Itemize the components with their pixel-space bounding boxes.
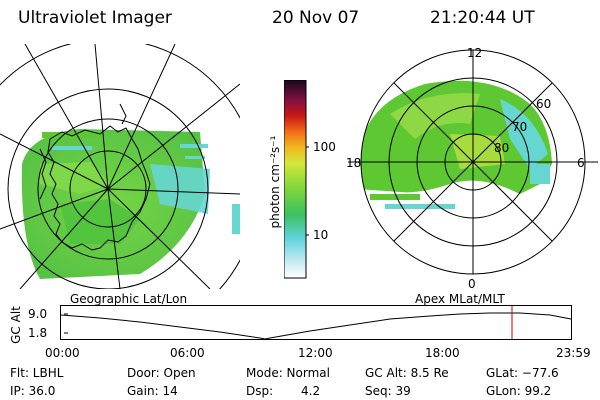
mlt-label-12: 12	[467, 46, 483, 60]
aurora-oval	[530, 164, 550, 184]
mlt-label-18: 18	[346, 156, 362, 170]
mlat-label-80: 80	[494, 141, 510, 155]
meridian-line	[107, 188, 211, 289]
mlat-label-70: 70	[512, 120, 528, 134]
info-glat: GLat: −77.6	[486, 366, 559, 380]
aurora-oval	[500, 99, 548, 169]
altitude-ytick-min: 1.8	[28, 326, 48, 340]
aurora-emission-region	[150, 164, 210, 214]
colorbar-tick-10: 10	[313, 228, 329, 242]
time-label: 21:20:44 UT	[430, 8, 535, 28]
colorbar-unit-label: photon cm⁻²s⁻¹	[268, 135, 282, 229]
coastline	[39, 103, 127, 200]
colorbar-tick-100: 100	[313, 140, 336, 154]
altitude-plot	[60, 305, 572, 340]
aurora-emission-region	[185, 156, 205, 159]
aurora-emission-region	[40, 162, 110, 194]
info-dsp-label: Dsp:	[246, 384, 274, 398]
coastline	[47, 125, 151, 251]
latitude-circle	[37, 118, 179, 260]
altitude-xtick-1800: 18:00	[425, 346, 460, 360]
info-seq: Seq: 39	[365, 384, 411, 398]
altitude-ylabel: GC Alt	[9, 306, 23, 344]
latitude-circle	[7, 88, 209, 289]
mlt-label-6: 6	[577, 156, 585, 170]
info-dsp-value: 4.2	[301, 384, 321, 398]
info-filter: Flt: LBHL	[10, 366, 64, 380]
info-glon: GLon: 99.2	[486, 384, 552, 398]
meridian-line	[107, 44, 176, 190]
meridian-line	[94, 44, 109, 190]
meridian-line	[24, 44, 109, 190]
aurora-emission-region	[52, 146, 92, 150]
aurora-emission-region	[232, 204, 240, 234]
meridian-line	[107, 188, 240, 195]
app-title: Ultraviolet Imager	[18, 8, 172, 28]
altitude-ytick-max: 9.0	[28, 307, 48, 321]
date-label: 20 Nov 07	[272, 8, 360, 28]
latitude-circle	[69, 150, 147, 228]
altitude-xtick-0000: 00:00	[45, 346, 80, 360]
aurora-oval	[390, 93, 480, 139]
meridian-line	[107, 188, 121, 289]
altitude-xtick-2359: 23:59	[556, 346, 591, 360]
meridian-line	[107, 83, 240, 190]
aurora-oval	[385, 204, 455, 209]
aurora-oval	[370, 194, 420, 200]
aurora-oval	[450, 134, 505, 169]
aurora-emission-region	[42, 132, 102, 138]
altitude-xtick-0600: 06:00	[170, 346, 205, 360]
mlat-label-60: 60	[536, 97, 552, 111]
meridian-line	[0, 188, 109, 230]
mlt-label-0: 0	[468, 277, 476, 291]
aurora-emission-region	[60, 199, 140, 244]
geographic-map	[0, 44, 240, 289]
info-ip: IP: 36.0	[10, 384, 56, 398]
meridian-line	[19, 188, 109, 289]
altitude-curve	[60, 312, 572, 340]
magnetic-polar-map	[348, 49, 598, 275]
colorbar	[284, 80, 309, 279]
apex-caption: Apex MLat/MLT	[415, 292, 505, 306]
altitude-plot-frame	[60, 305, 572, 340]
aurora-emission-region	[180, 144, 208, 148]
info-mode: Mode: Normal	[246, 366, 330, 380]
mlt-line	[393, 82, 553, 242]
geographic-caption: Geographic Lat/Lon	[70, 292, 188, 306]
info-gc-alt: GC Alt: 8.5 Re	[365, 366, 449, 380]
altitude-xtick-1200: 12:00	[298, 346, 333, 360]
info-door: Door: Open	[127, 366, 196, 380]
info-gain: Gain: 14	[127, 384, 178, 398]
